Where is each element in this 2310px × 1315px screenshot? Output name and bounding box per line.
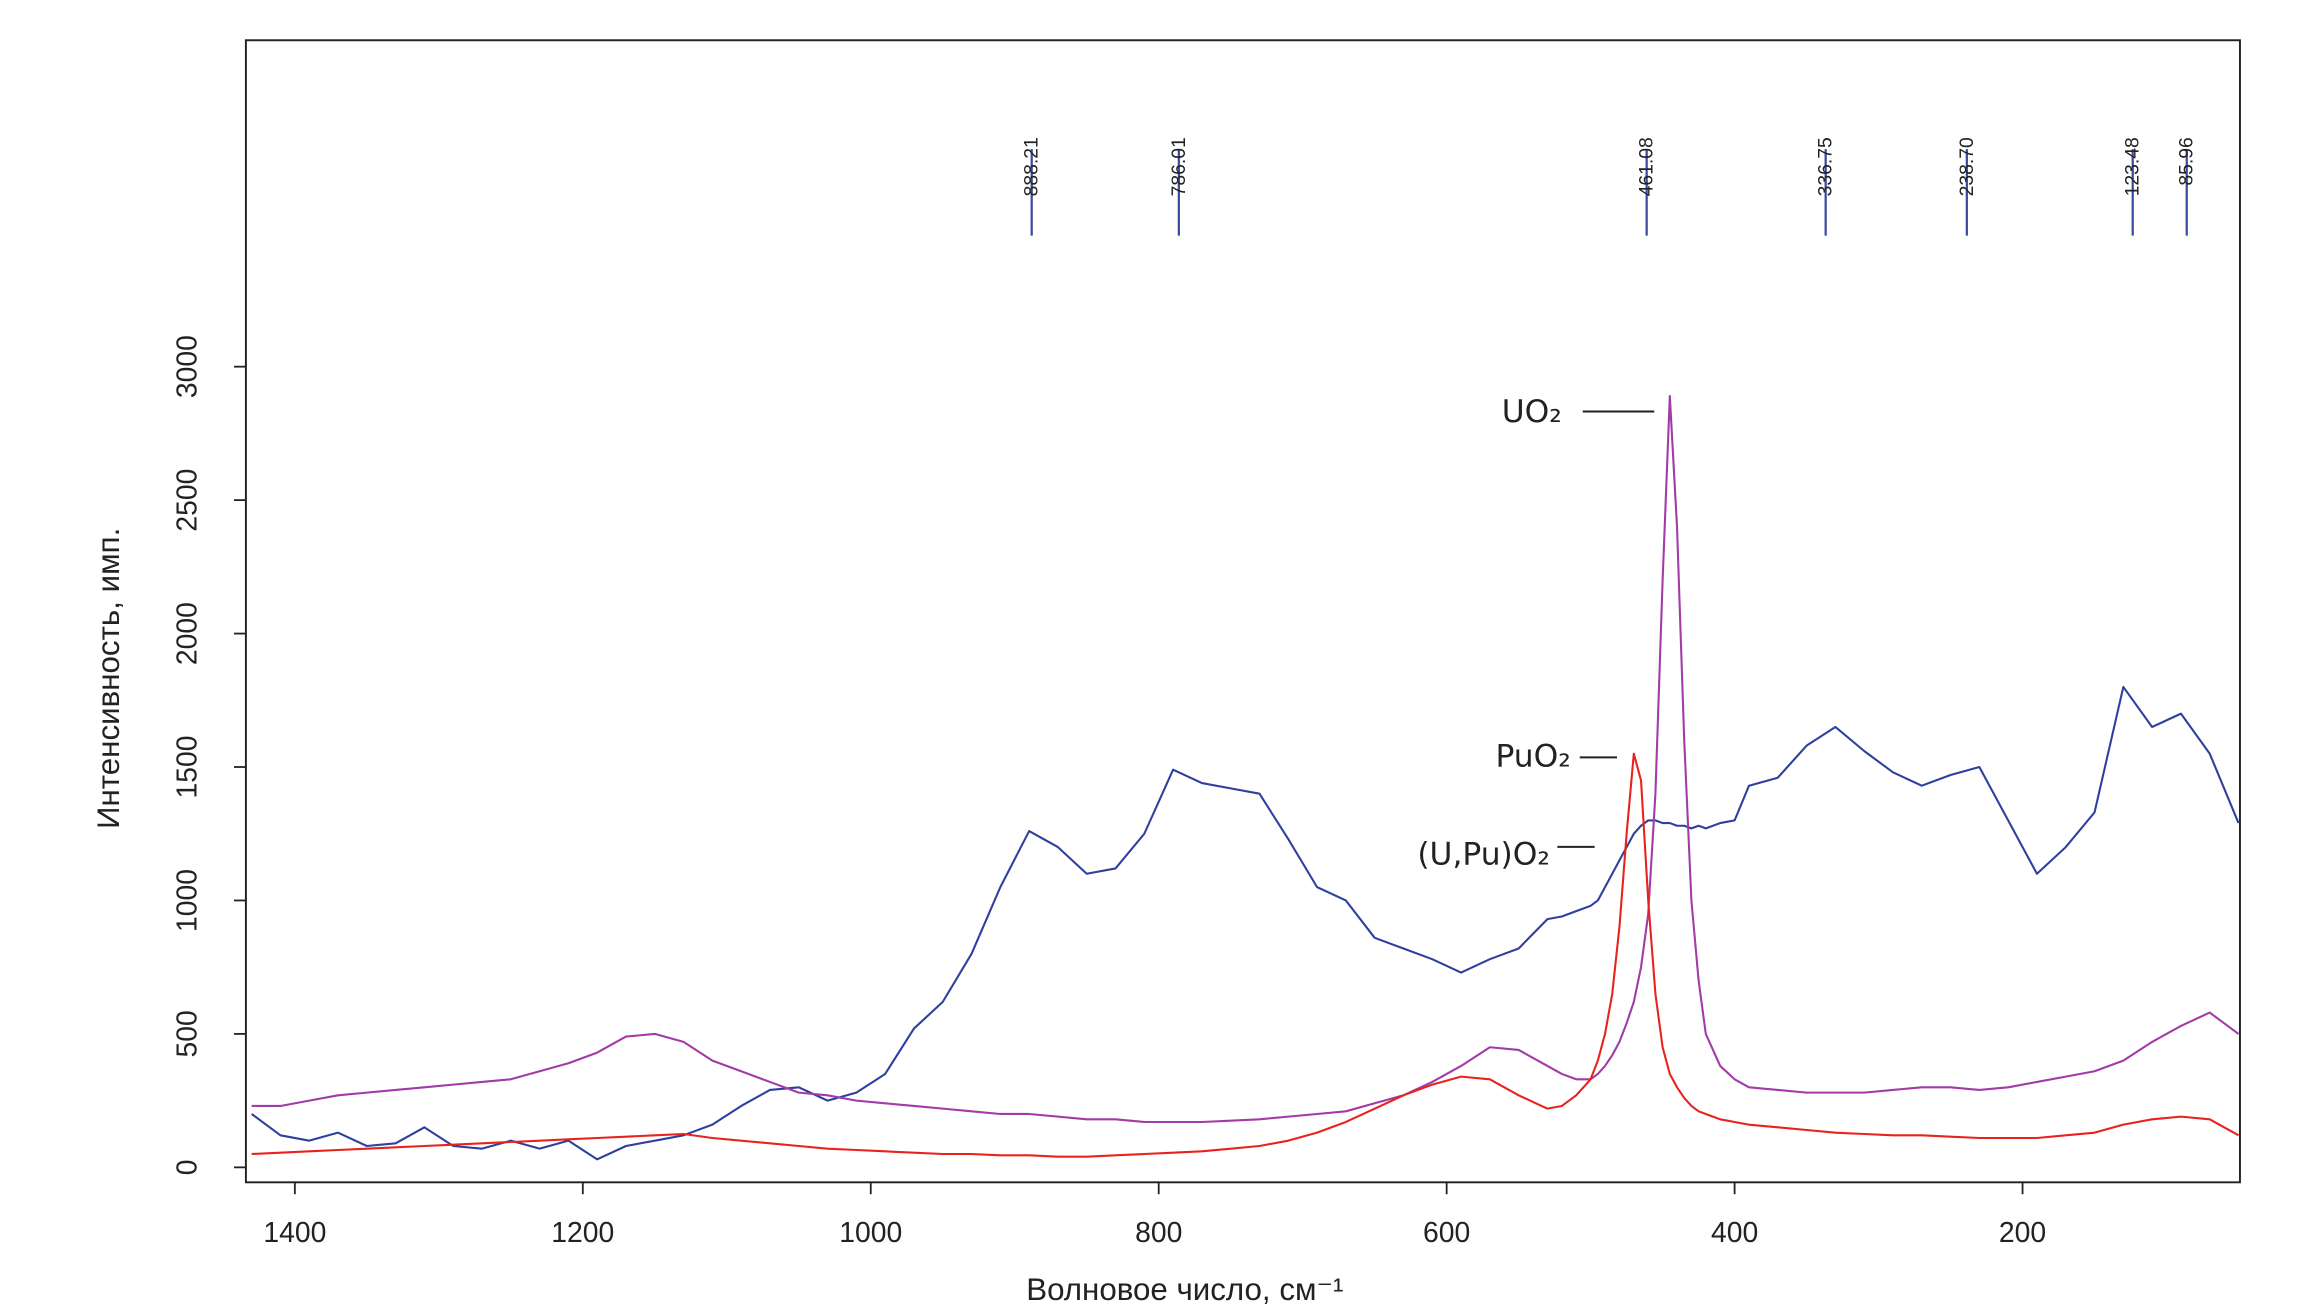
series-line [251,752,2240,1158]
y-tick-label: 1000 [172,869,204,932]
y-tick-label: 2500 [172,469,204,532]
x-tick-label: 200 [1999,1217,2046,1249]
x-tick-label: 1400 [263,1217,326,1249]
peak-label: 786.01 [1168,137,1190,196]
y-axis-title: Интенсивность, имп. [91,528,126,829]
series-line [251,685,2240,1161]
peak-label: 123.48 [2122,137,2144,196]
y-tick-label: 3000 [172,335,204,398]
y-tick-label: 1500 [172,736,204,799]
series-label: (U,Pu)O₂ [1417,837,1550,873]
x-tick-label: 1200 [551,1217,614,1249]
x-tick-label: 400 [1711,1217,1758,1249]
x-tick-label: 1000 [839,1217,902,1249]
y-tick-label: 500 [172,1010,204,1057]
plot-frame [244,39,2241,1184]
peak-label: 336.75 [1815,137,1837,196]
peak-label: 238.70 [1956,137,1978,196]
y-tick-label: 2000 [172,602,204,665]
y-tick-label: 0 [172,1159,204,1175]
x-axis-title: Волновое число, см⁻¹ [1026,1272,1343,1307]
peak-label: 888.21 [1021,137,1043,196]
series-label: UO₂ [1502,394,1562,430]
peak-label: 85.96 [2176,137,2198,185]
x-tick-label: 800 [1135,1217,1182,1249]
peak-label: 461.08 [1636,137,1658,196]
x-tick-label: 600 [1423,1217,1470,1249]
series-label: PuO₂ [1495,738,1570,774]
series-line [251,394,2240,1124]
